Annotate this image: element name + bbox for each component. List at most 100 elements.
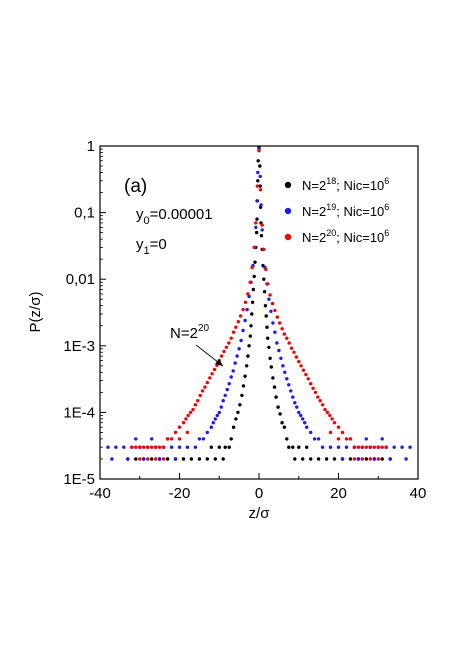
data-point-s1-4 [259, 203, 263, 207]
data-point-s1-3 [255, 199, 259, 203]
data-point-s0-71 [301, 457, 305, 461]
data-point-s0-75 [332, 457, 337, 461]
data-point-s2-81 [150, 445, 154, 449]
legend-entry-0: N=218; Nic=106 [302, 176, 389, 193]
y-tick-label: 0,01 [66, 271, 95, 288]
data-point-s0-21 [250, 312, 254, 316]
data-point-s2-56 [320, 403, 325, 407]
data-point-s0-10 [259, 234, 264, 238]
data-point-s1-81 [106, 445, 110, 449]
data-point-s0-45 [231, 425, 236, 429]
x-axis-ticks: -40 -20 0 20 40 [89, 473, 426, 502]
data-point-s2-85 [142, 445, 146, 449]
data-point-s2-12 [268, 293, 272, 297]
data-point-s1-80 [400, 445, 404, 449]
data-point-s1-47 [213, 417, 217, 421]
data-point-s1-24 [277, 348, 281, 353]
data-point-s2-86 [372, 445, 376, 449]
data-point-s1-31 [229, 375, 233, 379]
data-point-s0-43 [234, 417, 238, 421]
data-point-s0-25 [248, 334, 252, 338]
data-point-s2-9 [248, 280, 252, 284]
data-point-s0-56 [305, 445, 309, 449]
data-point-s1-54 [309, 430, 313, 435]
data-point-s1-1 [256, 170, 260, 175]
data-point-s0-42 [278, 412, 282, 416]
data-point-s1-91 [388, 457, 392, 461]
data-point-s2-41 [210, 372, 214, 376]
data-point-s0-77 [348, 457, 353, 461]
data-point-s1-34 [287, 383, 291, 387]
data-point-s1-66 [344, 445, 349, 449]
data-point-s1-29 [231, 369, 235, 373]
data-point-s2-13 [243, 300, 248, 304]
data-point-s1-41 [219, 405, 223, 409]
data-point-s2-80 [360, 445, 364, 449]
annotation-text: N=2 [170, 325, 198, 342]
data-point-s1-45 [215, 413, 219, 418]
data-point-s0-59 [205, 457, 209, 461]
data-point-s1-48 [301, 417, 305, 421]
data-point-s2-96 [138, 457, 142, 461]
data-point-s2-91 [130, 445, 134, 449]
data-point-s0-57 [221, 457, 225, 461]
data-point-s0-32 [269, 365, 273, 369]
data-point-s1-40 [293, 401, 297, 405]
data-point-s2-64 [330, 417, 334, 421]
data-point-s1-14 [267, 297, 271, 301]
data-point-s1-43 [217, 410, 221, 415]
data-point-s0-22 [264, 314, 268, 318]
data-point-s2-52 [316, 395, 320, 399]
data-point-s1-60 [320, 445, 325, 449]
data-point-s1-58 [316, 437, 321, 441]
data-point-s2-3 [254, 221, 258, 225]
data-point-s0-4 [258, 184, 262, 188]
data-point-s0-60 [197, 457, 202, 461]
data-point-s0-68 [134, 457, 138, 461]
annotation-exponent: 20 [198, 323, 210, 334]
data-point-s0-27 [247, 344, 251, 348]
data-point-s0-7 [255, 217, 259, 221]
data-point-s0-39 [238, 403, 242, 407]
data-point-s1-36 [289, 389, 293, 393]
data-point-s2-46 [309, 382, 313, 386]
data-point-s2-25 [229, 336, 233, 340]
data-point-s0-66 [150, 457, 154, 461]
data-point-s1-15 [245, 307, 249, 312]
data-point-s0-38 [274, 395, 278, 399]
data-point-s0-20 [263, 304, 268, 308]
data-point-s1-65 [169, 445, 174, 449]
data-point-s2-104 [328, 430, 333, 435]
data-point-s1-79 [114, 445, 118, 449]
data-point-s0-54 [297, 445, 301, 449]
data-point-s2-45 [205, 380, 209, 385]
data-point-s2-1 [255, 184, 260, 188]
data-point-s0-3 [256, 179, 260, 183]
data-point-s2-21 [234, 325, 238, 329]
annotation-arrowhead [215, 359, 223, 366]
data-point-s0-37 [240, 393, 244, 398]
data-point-s2-5 [252, 245, 256, 250]
data-point-s2-98 [360, 457, 364, 461]
data-point-s0-31 [245, 364, 249, 368]
data-point-s1-30 [283, 370, 287, 374]
data-point-s1-32 [285, 377, 289, 381]
data-point-s2-94 [154, 457, 158, 461]
data-point-s1-92 [404, 457, 408, 461]
data-point-s1-20 [273, 330, 277, 334]
y-tick-label: 0,1 [74, 205, 95, 222]
data-point-s1-2 [258, 174, 262, 179]
data-point-s2-28 [287, 341, 291, 345]
data-point-s2-39 [212, 367, 217, 372]
data-point-s1-52 [305, 425, 309, 429]
data-point-s0-30 [268, 356, 272, 360]
data-point-s2-74 [348, 437, 353, 441]
data-point-s1-59 [193, 445, 198, 449]
data-points-layer [106, 145, 412, 461]
param-y1-sub: 1 [144, 245, 150, 257]
data-point-s1-94 [150, 437, 154, 441]
annotation-n-2-20: N=220 [170, 323, 224, 367]
data-point-s1-83 [173, 457, 178, 461]
data-point-s2-75 [161, 445, 166, 449]
data-point-s2-70 [340, 430, 345, 435]
